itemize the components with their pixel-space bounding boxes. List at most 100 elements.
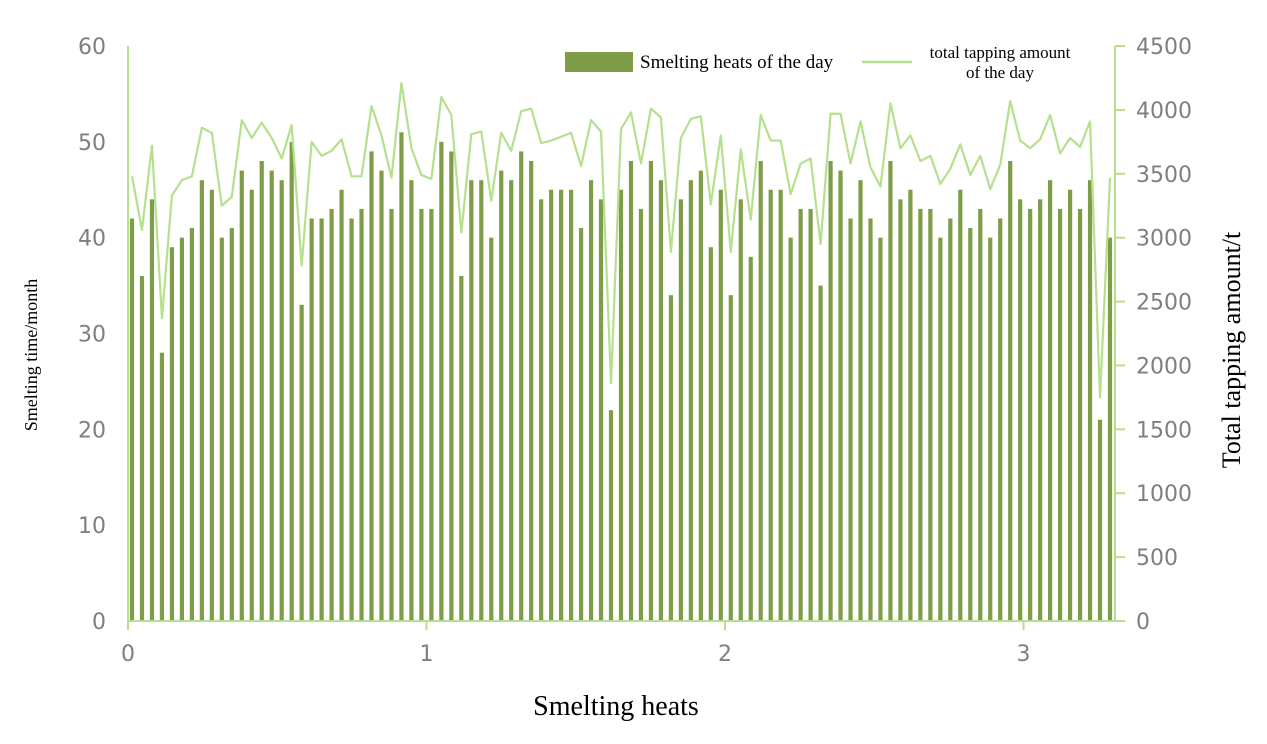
bar	[369, 151, 374, 622]
y-left-tick-label: 40	[78, 227, 106, 252]
bar	[239, 170, 244, 621]
bar	[499, 170, 504, 621]
bar	[668, 295, 673, 621]
bar	[978, 208, 983, 622]
bar	[888, 161, 893, 621]
bar	[618, 189, 624, 621]
bar	[698, 170, 703, 621]
y-right-tick-label: 2500	[1136, 291, 1192, 316]
bar	[658, 180, 664, 622]
bar	[728, 295, 733, 621]
bar	[868, 218, 873, 621]
bar	[598, 199, 604, 621]
bar	[678, 199, 683, 621]
y-right-tick-label: 3000	[1136, 227, 1192, 252]
bar	[768, 189, 773, 621]
bar	[1077, 208, 1083, 622]
bar	[139, 276, 145, 621]
bar	[559, 189, 564, 621]
bar	[149, 199, 155, 621]
bar	[429, 208, 434, 622]
x-tick-label: 2	[718, 642, 732, 667]
bar	[788, 237, 793, 622]
y-left-tick-label: 60	[78, 35, 106, 60]
bar	[389, 208, 394, 622]
bar	[439, 141, 444, 621]
axes	[127, 46, 1116, 622]
bar	[1107, 237, 1113, 622]
bar	[189, 228, 194, 621]
tick-labels: 0102030405060050010001500200025003000350…	[78, 35, 1192, 667]
bar	[409, 180, 414, 622]
bar	[938, 237, 943, 622]
bar	[459, 276, 464, 621]
bar	[259, 161, 264, 621]
bar	[129, 218, 135, 621]
bar	[1018, 199, 1023, 621]
bar	[988, 237, 993, 622]
bar	[608, 410, 614, 621]
bar	[968, 228, 973, 621]
bar	[539, 199, 544, 621]
bar	[349, 218, 354, 621]
bar	[718, 189, 723, 621]
bar	[299, 304, 304, 621]
bar	[169, 247, 175, 621]
bar	[748, 256, 753, 621]
y-right-tick-label: 500	[1136, 546, 1178, 571]
bar	[708, 247, 713, 621]
bar	[898, 199, 903, 621]
legend-bar-label: Smelting heats of the day	[640, 52, 834, 73]
bar	[818, 285, 823, 621]
bar	[379, 170, 384, 621]
bar	[209, 189, 214, 621]
bar	[309, 218, 314, 621]
y-left-tick-label: 50	[78, 131, 106, 156]
y-right-tick-label: 1000	[1136, 482, 1192, 507]
bar	[269, 170, 274, 621]
y-right-tick-label: 0	[1136, 610, 1150, 635]
bar	[179, 237, 184, 622]
y-left-tick-label: 0	[92, 610, 106, 635]
bar	[848, 218, 853, 621]
bar	[339, 189, 344, 621]
bar	[1097, 419, 1103, 621]
y-right-tick-label: 3500	[1136, 163, 1192, 188]
bar	[469, 180, 474, 622]
bar	[509, 180, 514, 622]
bar	[838, 170, 843, 621]
bar	[908, 189, 913, 621]
bar	[249, 189, 254, 621]
y-axis-right-label: Total tapping amount/t	[1217, 231, 1246, 468]
bar	[758, 161, 763, 621]
bar	[828, 161, 833, 621]
bar	[1048, 180, 1053, 622]
bar-series	[129, 132, 1113, 622]
bar	[319, 218, 324, 621]
bar	[279, 180, 284, 622]
bar	[329, 208, 334, 622]
x-tick-label: 1	[420, 642, 434, 667]
y-right-tick-label: 4000	[1136, 99, 1192, 124]
bar	[219, 237, 224, 622]
y-left-tick-label: 30	[78, 323, 106, 348]
bar	[1038, 199, 1043, 621]
bar	[948, 218, 953, 621]
x-tick-label: 0	[121, 642, 135, 667]
bar	[958, 189, 963, 621]
bar	[808, 208, 813, 622]
x-axis-label: Smelting heats	[533, 691, 699, 722]
bar	[1067, 189, 1073, 621]
bar	[399, 132, 404, 621]
legend-bar-swatch	[565, 52, 633, 72]
bar	[479, 180, 484, 622]
bar	[578, 228, 584, 621]
bar	[549, 189, 554, 621]
y-left-tick-label: 10	[78, 514, 106, 539]
y-left-tick-label: 20	[78, 418, 106, 443]
bar	[1028, 208, 1033, 622]
y-right-tick-label: 4500	[1136, 35, 1192, 60]
bar	[648, 161, 654, 621]
bar	[489, 237, 494, 622]
y-right-tick-label: 2000	[1136, 354, 1192, 379]
